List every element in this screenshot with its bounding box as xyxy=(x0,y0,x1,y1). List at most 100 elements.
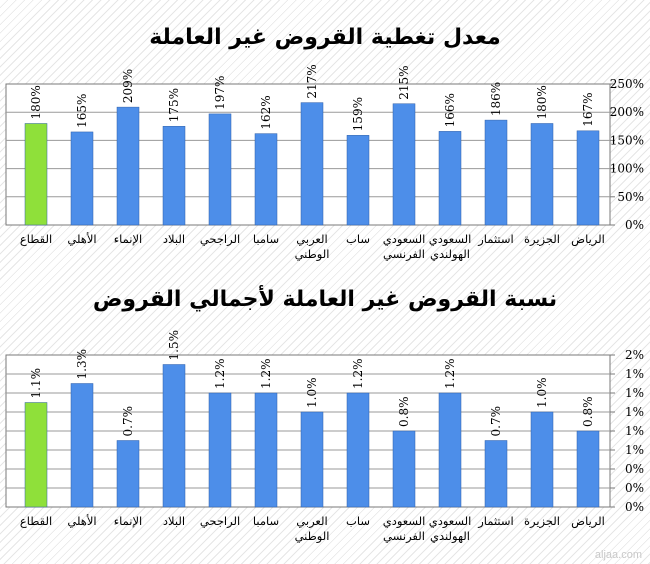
data-label: 0.8% xyxy=(397,397,411,428)
category-label: السعودي xyxy=(383,232,426,247)
bar xyxy=(254,392,278,508)
category-label: العربي xyxy=(296,232,327,247)
data-label: 0.7% xyxy=(121,406,135,437)
bar xyxy=(392,103,416,226)
y-tick-label: 0% xyxy=(625,500,644,514)
y-tick-label: 1% xyxy=(625,443,644,457)
category-label: الراجحي xyxy=(200,232,240,247)
category-label: سامبا xyxy=(253,232,279,246)
npl-ratio-chart: نسبة القروض غير العاملة لأجمالي القروض 0%… xyxy=(5,284,644,544)
data-label: 1.5% xyxy=(167,330,181,361)
bar xyxy=(392,430,416,508)
bar xyxy=(484,119,508,226)
category-label: القطاع xyxy=(20,514,52,528)
category-label: الرياض xyxy=(571,232,605,247)
data-label: 186% xyxy=(489,82,503,116)
category-label: ساب xyxy=(346,232,370,246)
data-label: 0.7% xyxy=(489,406,503,437)
data-label: 1.0% xyxy=(535,378,549,409)
y-tick-label: 0% xyxy=(625,218,644,232)
category-label: الهولندي xyxy=(430,247,470,262)
bar xyxy=(484,440,508,508)
y-tick-label: 1% xyxy=(625,386,644,400)
data-label: 180% xyxy=(535,85,549,119)
data-label: 215% xyxy=(397,65,411,99)
category-label: الجزيرة xyxy=(524,232,560,247)
category-label: الفرنسي xyxy=(383,529,425,544)
bar xyxy=(116,106,140,226)
y-tick-label: 150% xyxy=(610,133,644,147)
data-label: 1.1% xyxy=(29,368,43,399)
bar xyxy=(300,411,324,508)
category-label: الإنماء xyxy=(114,232,143,246)
data-label: 159% xyxy=(351,97,365,131)
category-label: الفرنسي xyxy=(383,247,425,262)
data-label: 1.3% xyxy=(75,349,89,380)
data-label: 162% xyxy=(259,95,273,129)
bar xyxy=(530,123,554,226)
y-tick-label: 250% xyxy=(610,77,644,91)
category-label: الهولندي xyxy=(430,529,470,544)
coverage-ratio-chart: معدل تغطية القروض غير العاملة 0% 50% 100% 15… xyxy=(5,25,644,262)
bar xyxy=(24,402,48,508)
bar xyxy=(346,392,370,508)
data-label: 197% xyxy=(213,76,227,110)
category-label: الأهلي xyxy=(67,232,96,246)
category-label: السعودي xyxy=(429,514,472,529)
bar xyxy=(254,133,278,226)
bar xyxy=(300,102,324,226)
category-label: الوطني xyxy=(295,247,330,262)
data-label: 209% xyxy=(121,69,135,103)
y-tick-label: 100% xyxy=(610,162,644,176)
y-tick-label: 200% xyxy=(610,105,644,119)
bar xyxy=(208,113,232,226)
category-label: البلاد xyxy=(163,232,185,246)
category-label: ساب xyxy=(346,514,370,528)
data-label: 1.2% xyxy=(351,359,365,390)
bar xyxy=(162,364,186,508)
y-tick-label: 1% xyxy=(625,367,644,381)
data-label: 165% xyxy=(75,94,89,128)
bar xyxy=(116,440,140,508)
y-tick-label: 2% xyxy=(625,348,644,362)
bar xyxy=(70,131,94,226)
category-label: الوطني xyxy=(295,529,330,544)
watermark: aljaa.com xyxy=(594,549,642,561)
data-label: 175% xyxy=(167,88,181,122)
data-label: 167% xyxy=(581,92,595,126)
category-label: الإنماء xyxy=(114,514,143,528)
category-label: سامبا xyxy=(253,514,279,528)
data-label: 217% xyxy=(305,64,319,98)
y-tick-label: 1% xyxy=(625,424,644,438)
category-label: الجزيرة xyxy=(524,514,560,529)
y-tick-label: 0% xyxy=(625,462,644,476)
data-label: 1.2% xyxy=(259,359,273,390)
y-tick-label: 50% xyxy=(617,190,644,204)
bar xyxy=(208,392,232,508)
chart-title: نسبة القروض غير العاملة لأجمالي القروض xyxy=(93,284,557,312)
bar xyxy=(438,131,462,226)
category-label: الأهلي xyxy=(67,514,96,528)
chart-title: معدل تغطية القروض غير العاملة xyxy=(149,25,501,50)
y-tick-label: 0% xyxy=(625,481,644,495)
bar xyxy=(576,130,600,226)
category-label: السعودي xyxy=(429,232,472,247)
data-label: 1.2% xyxy=(443,359,457,390)
category-label: استثمار xyxy=(477,232,513,247)
category-label: العربي xyxy=(296,514,327,529)
category-label: الرياض xyxy=(571,514,605,529)
bar xyxy=(576,430,600,508)
y-tick-label: 1% xyxy=(625,405,644,419)
data-label: 1.0% xyxy=(305,378,319,409)
category-label: الراجحي xyxy=(200,514,240,529)
bar xyxy=(162,126,186,226)
data-label: 1.2% xyxy=(213,359,227,390)
category-label: السعودي xyxy=(383,514,426,529)
bar xyxy=(530,411,554,508)
category-label: البلاد xyxy=(163,514,185,528)
bar xyxy=(346,135,370,226)
data-label: 180% xyxy=(29,85,43,119)
category-label: استثمار xyxy=(477,514,513,529)
bar xyxy=(438,392,462,508)
